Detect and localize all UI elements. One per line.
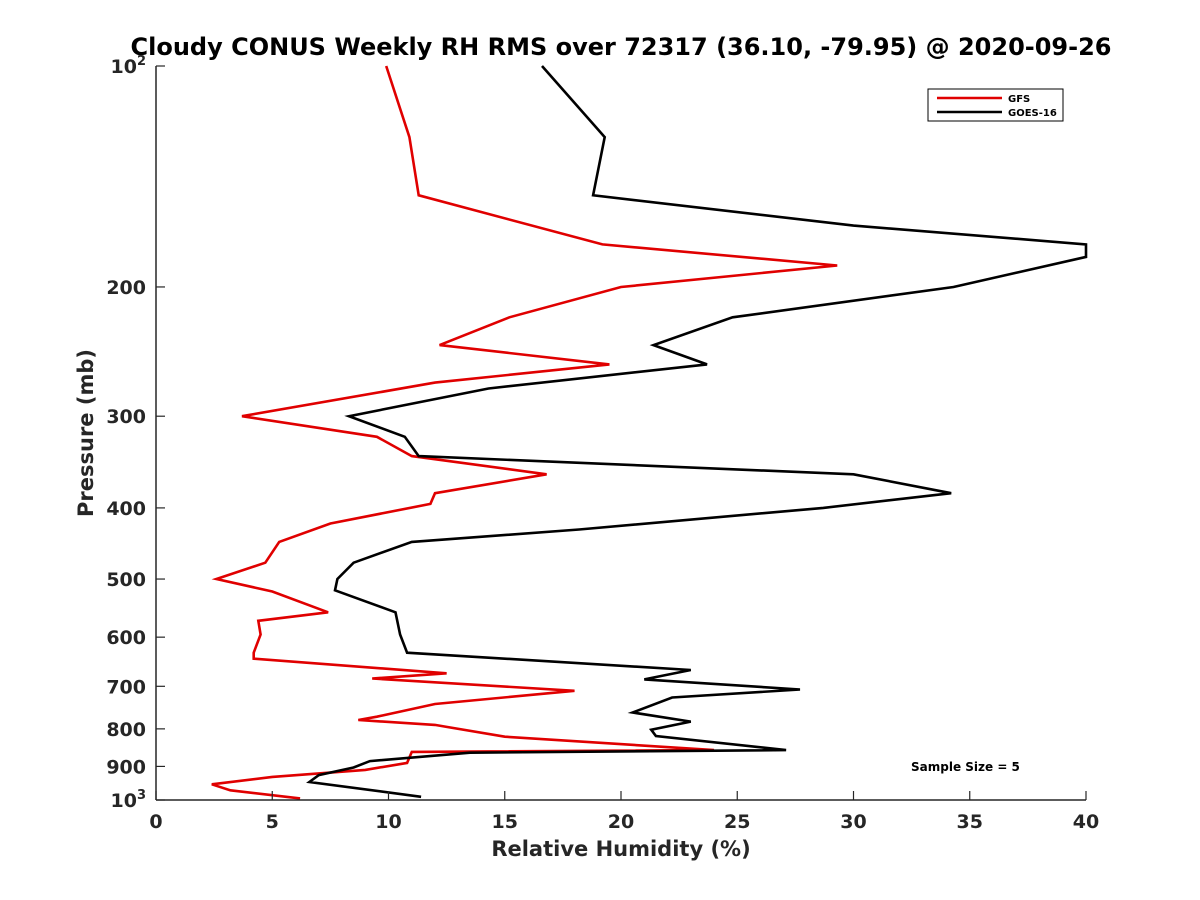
x-axis-label: Relative Humidity (%) [491,837,750,861]
y-tick-label: 103 [111,788,147,812]
y-axis-ticks: 102 200 300 400 500 600 700 800 900 103 [106,54,165,812]
chart-title: Cloudy CONUS Weekly RH RMS over 72317 (3… [131,33,1112,61]
x-tick-label: 10 [375,811,401,833]
x-tick-label: 5 [266,811,279,833]
x-tick-label: 0 [149,811,162,833]
y-tick-label: 700 [106,676,146,698]
series-lines [211,65,1088,800]
y-tick-label: 300 [106,406,146,428]
x-tick-label: 15 [492,811,518,833]
y-tick-label: 800 [106,719,146,741]
y-tick-label: 500 [106,569,146,591]
y-tick-label: 102 [111,54,147,78]
y-tick-label: 400 [106,498,146,520]
sample-size-annotation: Sample Size = 5 [911,760,1020,774]
y-axis-label: Pressure (mb) [74,349,98,517]
y-tick-label: 200 [106,277,146,299]
series-line-goes-16 [306,65,1088,799]
y-tick-label: 600 [106,627,146,649]
x-tick-label: 40 [1073,811,1099,833]
legend-label: GFS [1008,94,1030,105]
axes [155,66,1086,801]
legend-box [927,88,1064,122]
x-axis-ticks: 0 5 10 15 20 25 30 35 40 [149,791,1099,833]
legend-label: GOES-16 [1008,108,1057,119]
x-tick-label: 25 [724,811,750,833]
legend: GFS GOES-16 [927,88,1064,122]
y-tick-label: 900 [106,756,146,778]
x-tick-label: 30 [840,811,866,833]
x-tick-label: 35 [957,811,983,833]
series-line-gfs [211,65,838,800]
x-tick-label: 20 [608,811,634,833]
